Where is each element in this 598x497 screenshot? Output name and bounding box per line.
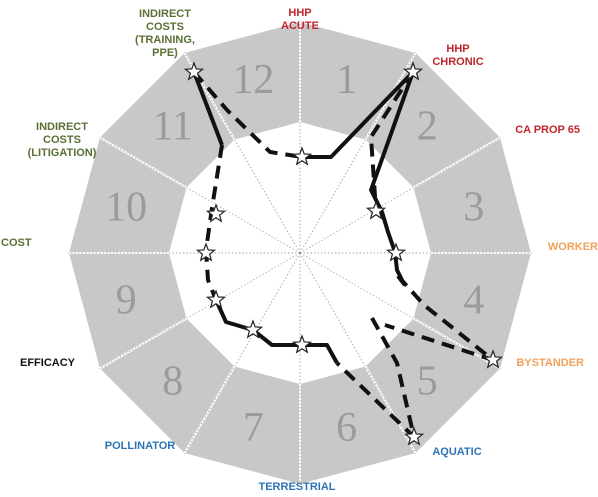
label-line: ACUTE — [281, 20, 319, 32]
label-line: HHP — [288, 7, 311, 19]
star-markers — [183, 61, 504, 446]
label-line: PPE) — [152, 47, 178, 59]
star-marker — [291, 334, 313, 354]
star-marker — [402, 61, 424, 81]
solid-line — [302, 70, 415, 286]
star-marker — [385, 242, 407, 262]
label-hhp-acute: HHP ACUTE — [281, 7, 319, 32]
label-line: POLLINATOR — [105, 440, 176, 452]
segment-number-10: 10 — [105, 184, 147, 230]
star-marker — [183, 61, 205, 81]
segment-dividers — [68, 21, 532, 485]
segment-divider — [183, 252, 301, 455]
segment-divider — [183, 51, 301, 254]
segment-number-1: 1 — [336, 57, 357, 103]
label-worker: WORKER — [548, 241, 598, 253]
label-line: (TRAINING, — [135, 34, 195, 46]
star-marker — [482, 349, 504, 369]
label-line: INDIRECT — [139, 8, 191, 20]
star-marker — [291, 146, 313, 166]
segment-number-3: 3 — [463, 184, 484, 230]
segment-number-12: 12 — [232, 57, 274, 103]
label-aquatic: AQUATIC — [432, 446, 481, 458]
segment-number-6: 6 — [336, 405, 357, 451]
label-cost: COST — [1, 237, 32, 249]
segment-number-8: 8 — [162, 358, 183, 404]
solid-line — [214, 299, 339, 364]
label-line: CHRONIC — [432, 56, 483, 68]
segment-number-9: 9 — [116, 278, 137, 324]
label-line: CA PROP 65 — [515, 124, 580, 136]
label-line: INDIRECT — [36, 121, 88, 133]
label-line: WORKER — [548, 241, 598, 253]
segment-number-11: 11 — [152, 104, 192, 150]
label-line: COST — [1, 237, 32, 249]
label-line: COSTS — [146, 21, 184, 33]
star-marker — [205, 203, 227, 223]
segment-divider — [299, 136, 502, 254]
solid-line — [192, 71, 224, 146]
label-bystander: BYSTANDER — [516, 357, 584, 369]
label-line: AQUATIC — [432, 446, 481, 458]
label-line: COSTS — [43, 134, 81, 146]
label-hhp-chronic: HHP CHRONIC — [432, 43, 483, 68]
label-line: EFFICACY — [20, 357, 76, 369]
segment-number-2: 2 — [417, 104, 438, 150]
label-pollinator: POLLINATOR — [105, 440, 176, 452]
label-line: HHP — [446, 43, 469, 55]
star-marker — [403, 426, 425, 446]
segment-number-7: 7 — [243, 405, 264, 451]
label-indirect-train: INDIRECT COSTS (TRAINING, PPE) — [135, 8, 195, 59]
label-efficacy: EFFICACY — [20, 357, 76, 369]
star-marker — [365, 200, 387, 220]
dashed-line — [335, 317, 416, 439]
label-terrestrial: TERRESTRIAL — [259, 481, 336, 493]
label-ca-prop65: CA PROP 65 — [515, 124, 580, 136]
star-marker — [242, 319, 264, 339]
label-line: (LITIGATION) — [28, 147, 97, 159]
star-marker — [195, 242, 217, 262]
segment-divider — [299, 51, 417, 254]
dashed-line — [192, 70, 303, 159]
segment-number-5: 5 — [417, 358, 438, 404]
segment-number-4: 4 — [463, 278, 484, 324]
segment-divider — [98, 252, 301, 370]
label-indirect-litig: INDIRECT COSTS (LITIGATION) — [28, 121, 97, 159]
star-marker — [205, 289, 227, 309]
label-line: TERRESTRIAL — [259, 481, 336, 493]
solid-profile-lines — [192, 70, 415, 364]
label-line: BYSTANDER — [516, 357, 584, 369]
segment-divider — [98, 136, 301, 254]
